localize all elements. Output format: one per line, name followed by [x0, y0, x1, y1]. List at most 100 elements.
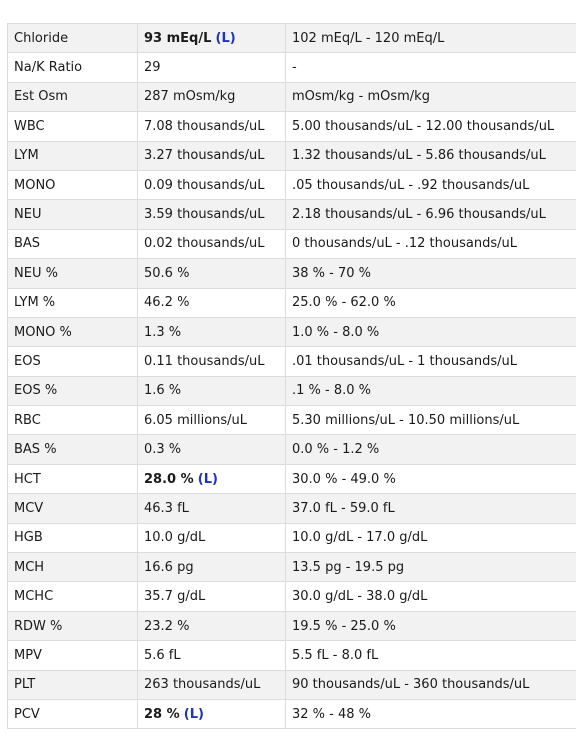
- test-value: 1.3 %: [137, 316, 286, 348]
- test-value: 93 mEq/L: [144, 30, 212, 46]
- table-row: EOS 0.11 thousands/uL .01 thousands/uL -…: [7, 346, 576, 377]
- reference-range: 0 thousands/uL - .12 thousands/uL: [285, 228, 576, 260]
- test-name: RDW %: [7, 610, 138, 642]
- test-value-cell: 93 mEq/L (L): [137, 22, 286, 54]
- test-value: 0.02 thousands/uL: [137, 228, 286, 260]
- test-value: 46.3 fL: [137, 493, 286, 524]
- table-row: RDW % 23.2 % 19.5 % - 25.0 %: [7, 610, 576, 642]
- reference-range: 37.0 fL - 59.0 fL: [285, 493, 576, 524]
- low-flag: (L): [183, 706, 204, 722]
- lab-results-body: Chloride 93 mEq/L (L) 102 mEq/L - 120 mE…: [7, 22, 576, 730]
- table-row: PLT 263 thousands/uL 90 thousands/uL - 3…: [7, 669, 576, 700]
- test-value: 0.09 thousands/uL: [137, 169, 286, 201]
- table-row: MCH 16.6 pg 13.5 pg - 19.5 pg: [7, 552, 576, 583]
- test-name: LYM: [7, 140, 138, 171]
- table-row: MONO % 1.3 % 1.0 % - 8.0 %: [7, 316, 576, 348]
- test-name: HCT: [7, 463, 138, 495]
- test-value: 29: [137, 52, 286, 83]
- test-value: 28.0 %: [144, 471, 194, 487]
- reference-range: 19.5 % - 25.0 %: [285, 610, 576, 642]
- reference-range: -: [285, 52, 576, 83]
- table-row: Est Osm 287 mOsm/kg mOsm/kg - mOsm/kg: [7, 81, 576, 113]
- reference-range: 102 mEq/L - 120 mEq/L: [285, 22, 576, 54]
- reference-range: 0.0 % - 1.2 %: [285, 434, 576, 465]
- table-row: BAS 0.02 thousands/uL 0 thousands/uL - .…: [7, 228, 576, 260]
- table-row: BAS % 0.3 % 0.0 % - 1.2 %: [7, 434, 576, 465]
- test-value-cell: 28.0 % (L): [137, 463, 286, 495]
- test-value: 287 mOsm/kg: [137, 81, 286, 113]
- reference-range: 38 % - 70 %: [285, 258, 576, 289]
- test-name: EOS: [7, 346, 138, 377]
- table-row: Chloride 93 mEq/L (L) 102 mEq/L - 120 mE…: [7, 22, 576, 54]
- test-name: MONO %: [7, 316, 138, 348]
- table-row: MONO 0.09 thousands/uL .05 thousands/uL …: [7, 169, 576, 201]
- test-value-cell: 28 % (L): [137, 698, 286, 730]
- reference-range: 1.0 % - 8.0 %: [285, 316, 576, 348]
- test-name: BAS: [7, 228, 138, 260]
- test-value: 0.3 %: [137, 434, 286, 465]
- table-row: NEU % 50.6 % 38 % - 70 %: [7, 258, 576, 289]
- reference-range: 25.0 % - 62.0 %: [285, 287, 576, 318]
- test-name: Est Osm: [7, 81, 138, 113]
- test-value: 46.2 %: [137, 287, 286, 318]
- test-value: 23.2 %: [137, 610, 286, 642]
- test-value: 10.0 g/dL: [137, 522, 286, 554]
- table-row: HCT 28.0 % (L) 30.0 % - 49.0 %: [7, 463, 576, 495]
- test-value: 1.6 %: [137, 375, 286, 407]
- test-value: 3.59 thousands/uL: [137, 199, 286, 230]
- reference-range: .01 thousands/uL - 1 thousands/uL: [285, 346, 576, 377]
- test-name: MCH: [7, 552, 138, 583]
- reference-range: mOsm/kg - mOsm/kg: [285, 81, 576, 113]
- table-row: PCV 28 % (L) 32 % - 48 %: [7, 698, 576, 730]
- reference-range: 90 thousands/uL - 360 thousands/uL: [285, 669, 576, 700]
- test-value: 0.11 thousands/uL: [137, 346, 286, 377]
- test-name: PLT: [7, 669, 138, 700]
- reference-range: 10.0 g/dL - 17.0 g/dL: [285, 522, 576, 554]
- test-value: 50.6 %: [137, 258, 286, 289]
- table-row: MCHC 35.7 g/dL 30.0 g/dL - 38.0 g/dL: [7, 581, 576, 612]
- reference-range: 5.30 millions/uL - 10.50 millions/uL: [285, 405, 576, 436]
- low-flag: (L): [215, 30, 236, 46]
- test-value: 6.05 millions/uL: [137, 405, 286, 436]
- test-name: NEU: [7, 199, 138, 230]
- reference-range: 5.5 fL - 8.0 fL: [285, 640, 576, 671]
- table-row: LYM 3.27 thousands/uL 1.32 thousands/uL …: [7, 140, 576, 171]
- test-value: 3.27 thousands/uL: [137, 140, 286, 171]
- test-name: HGB: [7, 522, 138, 554]
- test-name: MPV: [7, 640, 138, 671]
- test-name: MONO: [7, 169, 138, 201]
- test-value: 5.6 fL: [137, 640, 286, 671]
- table-row: MCV 46.3 fL 37.0 fL - 59.0 fL: [7, 493, 576, 524]
- test-value: 35.7 g/dL: [137, 581, 286, 612]
- test-name: MCHC: [7, 581, 138, 612]
- test-value: 28 %: [144, 706, 180, 722]
- low-flag: (L): [197, 471, 218, 487]
- reference-range: 13.5 pg - 19.5 pg: [285, 552, 576, 583]
- table-row: EOS % 1.6 % .1 % - 8.0 %: [7, 375, 576, 407]
- table-row: HGB 10.0 g/dL 10.0 g/dL - 17.0 g/dL: [7, 522, 576, 554]
- test-name: PCV: [7, 698, 138, 730]
- reference-range: 32 % - 48 %: [285, 698, 576, 730]
- test-name: LYM %: [7, 287, 138, 318]
- test-name: NEU %: [7, 258, 138, 289]
- reference-range: .1 % - 8.0 %: [285, 375, 576, 407]
- test-name: WBC: [7, 111, 138, 142]
- test-value: 16.6 pg: [137, 552, 286, 583]
- table-row: WBC 7.08 thousands/uL 5.00 thousands/uL …: [7, 111, 576, 142]
- table-row: RBC 6.05 millions/uL 5.30 millions/uL - …: [7, 405, 576, 436]
- test-name: Chloride: [7, 22, 138, 54]
- test-name: MCV: [7, 493, 138, 524]
- test-name: EOS %: [7, 375, 138, 407]
- reference-range: 30.0 % - 49.0 %: [285, 463, 576, 495]
- lab-results-table: Chloride 93 mEq/L (L) 102 mEq/L - 120 mE…: [7, 22, 576, 730]
- reference-range: 1.32 thousands/uL - 5.86 thousands/uL: [285, 140, 576, 171]
- test-name: Na/K Ratio: [7, 52, 138, 83]
- table-row: Na/K Ratio 29 -: [7, 52, 576, 83]
- test-name: BAS %: [7, 434, 138, 465]
- test-value: 7.08 thousands/uL: [137, 111, 286, 142]
- reference-range: 2.18 thousands/uL - 6.96 thousands/uL: [285, 199, 576, 230]
- reference-range: .05 thousands/uL - .92 thousands/uL: [285, 169, 576, 201]
- reference-range: 5.00 thousands/uL - 12.00 thousands/uL: [285, 111, 576, 142]
- test-value: 263 thousands/uL: [137, 669, 286, 700]
- table-row: LYM % 46.2 % 25.0 % - 62.0 %: [7, 287, 576, 318]
